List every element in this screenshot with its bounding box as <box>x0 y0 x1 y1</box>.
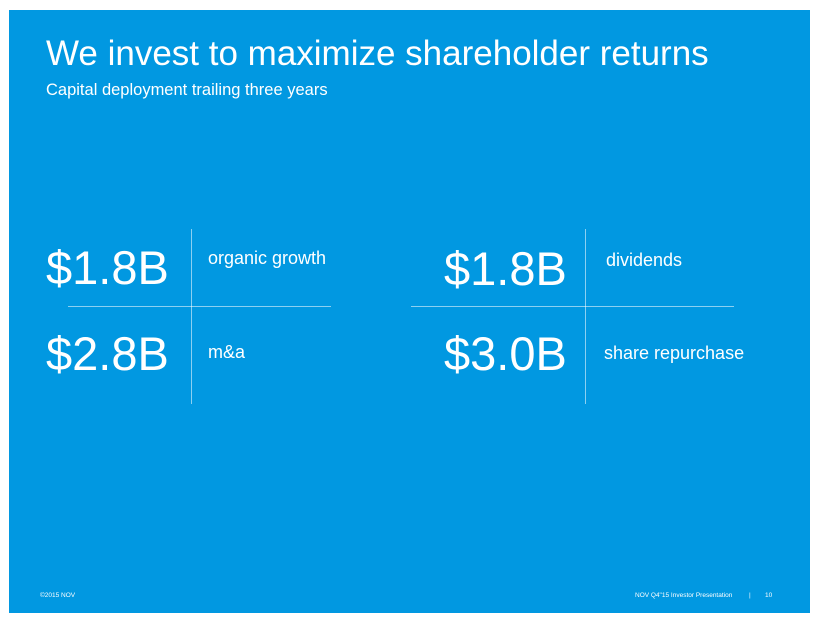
right-divider-horizontal <box>411 306 734 307</box>
metric-value-share-repurchase: $3.0B <box>444 327 567 380</box>
metric-value-dividends: $1.8B <box>444 242 567 295</box>
slide-title: We invest to maximize shareholder return… <box>46 34 709 73</box>
metric-value-organic-growth: $1.8B <box>46 241 169 294</box>
left-divider-horizontal <box>68 306 331 307</box>
metric-label-organic-growth: organic growth <box>208 248 327 268</box>
metric-label-dividends: dividends <box>606 250 683 270</box>
footer-presentation-name: NOV Q4"15 Investor Presentation <box>635 592 733 599</box>
slide: We invest to maximize shareholder return… <box>9 10 810 613</box>
metric-label-m-and-a: m&a <box>208 342 246 362</box>
left-divider-vertical <box>191 229 192 404</box>
metric-label-share-repurchase: share repurchase <box>604 343 745 363</box>
right-divider-vertical <box>585 229 586 404</box>
footer-page-number: 10 <box>765 592 773 599</box>
slide-subtitle: Capital deployment trailing three years <box>46 81 328 99</box>
metric-value-m-and-a: $2.8B <box>46 327 169 380</box>
footer-separator: | <box>749 592 751 599</box>
footer-copyright: ©2015 NOV <box>40 592 76 599</box>
